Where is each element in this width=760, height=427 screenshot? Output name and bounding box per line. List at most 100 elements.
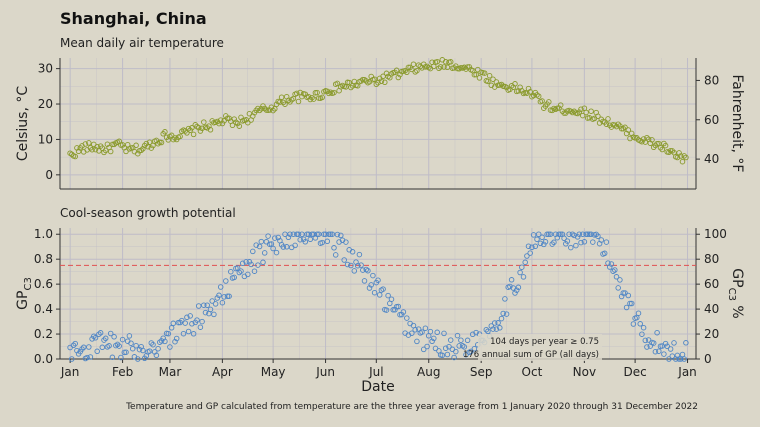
gp-point <box>539 234 545 241</box>
gp-point <box>292 242 298 249</box>
gp-point <box>409 330 415 336</box>
temperature-point <box>107 148 114 155</box>
temperature-point <box>82 141 89 147</box>
gp-point <box>471 345 478 352</box>
gp-point <box>119 336 126 343</box>
temperature-point <box>285 97 292 104</box>
gp-point <box>644 344 650 350</box>
temperature-point <box>382 79 388 86</box>
month-label: Nov <box>573 365 596 379</box>
temperature-point <box>282 101 288 107</box>
temperature-point <box>393 67 400 74</box>
gp-point <box>70 342 77 349</box>
temperature-point <box>316 95 322 101</box>
gp-point <box>334 231 341 238</box>
gp-point <box>385 292 391 299</box>
gp-point <box>630 321 637 327</box>
gp-point <box>344 261 351 268</box>
temperature-point <box>96 148 102 154</box>
gp-point <box>285 234 292 241</box>
gp-point <box>380 286 386 292</box>
gp-ytick-label: 1.0 <box>34 227 53 241</box>
temperature-point <box>334 80 341 87</box>
gp-point <box>503 311 510 317</box>
gp-point <box>243 259 249 265</box>
gp-point <box>606 264 613 270</box>
gp-point <box>512 290 518 296</box>
gp-point <box>598 237 605 243</box>
gp-point <box>133 342 139 349</box>
gp-ytick-label: 0.8 <box>34 252 53 266</box>
temperature-point <box>557 102 564 108</box>
temperature-point <box>436 65 442 72</box>
temperature-point <box>72 153 78 160</box>
gp-point <box>234 265 241 271</box>
gp-point <box>495 320 501 326</box>
chart-title: Shanghai, China <box>60 9 207 28</box>
temperature-point <box>612 122 618 128</box>
month-label: Feb <box>112 365 133 379</box>
gp-point <box>86 344 92 350</box>
temperature-point <box>102 147 109 154</box>
temp-ytick-right-label: 80 <box>704 73 719 87</box>
gp-point <box>258 238 265 245</box>
gp-point <box>165 330 172 337</box>
gp-point <box>676 356 682 362</box>
temperature-point <box>135 150 141 157</box>
gp-point <box>424 343 430 350</box>
gp-point <box>370 272 376 279</box>
gp-point <box>155 345 161 352</box>
temperature-point <box>226 115 232 121</box>
temperature-point <box>207 127 214 133</box>
gp-point <box>547 231 554 237</box>
gp-point <box>294 231 300 237</box>
gp-point <box>96 331 102 337</box>
temperature-point <box>659 146 665 153</box>
gp-point <box>652 348 659 355</box>
gp-point <box>273 249 280 256</box>
gp-point <box>87 354 94 360</box>
temperature-point <box>231 116 237 122</box>
gp-point <box>223 278 229 284</box>
month-label: May <box>261 365 286 379</box>
gp-ylabel: GPC3 <box>15 277 34 310</box>
gp-point <box>341 257 347 263</box>
gp-point <box>261 250 268 256</box>
gp-point <box>326 231 332 237</box>
month-label: Jun <box>315 365 335 379</box>
gp-point <box>542 239 549 245</box>
gp-point <box>581 239 588 245</box>
gp-point <box>360 267 366 273</box>
gp-point <box>439 352 446 359</box>
gp-point <box>202 309 209 316</box>
gp-ylabel-right-main: GP <box>729 268 745 287</box>
temperature-point <box>447 59 454 65</box>
temperature-point <box>578 106 584 112</box>
gp-point <box>400 309 407 315</box>
temperature-point <box>395 74 402 81</box>
gp-point <box>209 298 215 304</box>
gp-point <box>617 277 623 283</box>
gp-point <box>228 268 234 275</box>
temperature-point <box>256 107 263 114</box>
gp-ylabel-main: GP <box>15 291 31 310</box>
gp-point <box>654 329 660 336</box>
temperature-point <box>676 150 682 156</box>
temperature-point <box>245 119 251 126</box>
gp-point <box>180 330 187 337</box>
month-label: Jul <box>368 365 383 379</box>
gp-point <box>80 344 87 351</box>
gp-point <box>671 340 677 346</box>
gp-point <box>302 239 309 245</box>
gp-point <box>189 321 195 327</box>
gp-ylabel-sub: C3 <box>23 277 34 290</box>
temperature-point <box>605 116 611 122</box>
gp-point <box>207 306 214 313</box>
gp-point <box>527 250 533 256</box>
temperature-point <box>678 153 684 159</box>
temp-ytick-label: 0 <box>45 168 53 182</box>
gp-point <box>199 318 205 325</box>
gp-point <box>517 269 523 276</box>
gp-point <box>515 284 522 291</box>
gp-point <box>128 340 134 346</box>
